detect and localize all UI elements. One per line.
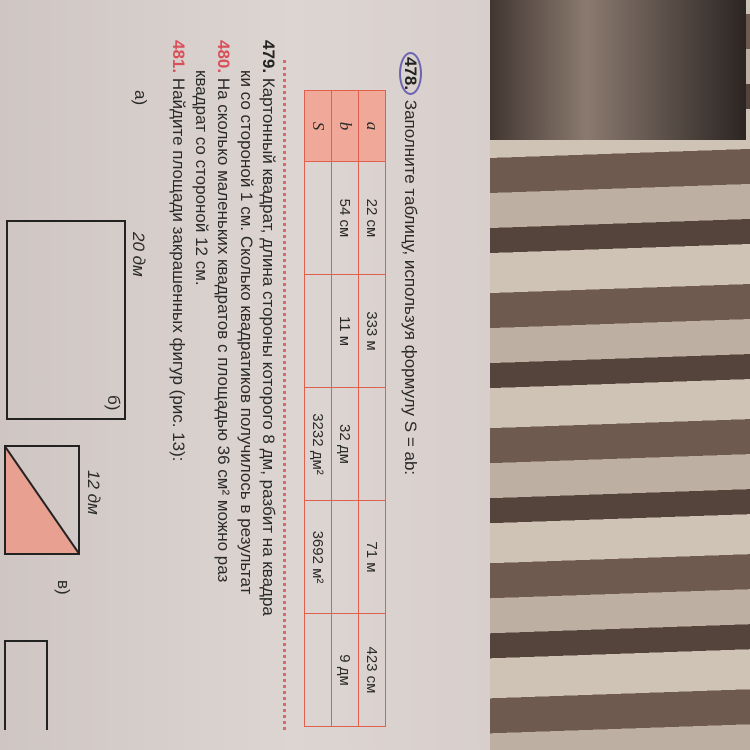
exercise-479-line1: 479. Картонный квадрат, длина стороны ко… xyxy=(258,40,278,616)
table-cell: 71 м xyxy=(358,500,386,614)
exercise-number: 478. xyxy=(399,52,422,96)
table-cell: 3692 м² xyxy=(304,500,332,614)
table-row: b 54 см 11 м 32 дм 9 дм xyxy=(331,90,359,727)
table-row: S 3232 дм² 3692 м² xyxy=(304,90,332,727)
figure-b-label: б) xyxy=(104,395,123,411)
table-cell xyxy=(304,613,332,727)
exercise-480-line2: квадрат со стороной 12 см. xyxy=(192,70,211,286)
table-cell xyxy=(304,274,332,388)
table-cell: 22 см xyxy=(358,161,386,275)
row-label: a xyxy=(358,90,386,162)
table-cell: 11 м xyxy=(331,274,359,388)
exercise-text: Картонный квадрат, длина стороны которог… xyxy=(259,77,278,616)
exercise-480-line1: 480. На сколько маленьких квадратов с пл… xyxy=(213,40,233,582)
table-cell: 9 дм xyxy=(331,613,359,727)
exercise-481: 481. Найдите площади закрашенных фигур (… xyxy=(168,40,188,462)
table-cell xyxy=(304,161,332,275)
table-cell: 333 м xyxy=(358,274,386,388)
figure-b-square xyxy=(4,445,80,555)
table-cell: 32 дм xyxy=(331,387,359,501)
exercise-text: На сколько маленьких квадратов с площадь… xyxy=(214,77,233,583)
exercise-number: 479. xyxy=(259,40,278,74)
textbook-page: 478. Заполните таблицу, используя формул… xyxy=(0,0,490,750)
exercise-479-line2: ки со стороной 1 см. Сколько квадратиков… xyxy=(237,70,256,595)
exercise-478: 478. Заполните таблицу, используя формул… xyxy=(399,52,422,476)
figure-v-label: в) xyxy=(54,580,73,595)
table-cell: 3232 дм² xyxy=(304,387,332,501)
fill-table: a 22 см 333 м 71 м 423 см b 54 см 11 м 3… xyxy=(304,90,386,727)
figure-a-label: а) xyxy=(131,90,150,106)
table-cell xyxy=(358,387,386,501)
exercise-number: 480. xyxy=(214,40,233,74)
exercise-number: 481. xyxy=(169,40,188,74)
table-row: a 22 см 333 м 71 м 423 см xyxy=(358,90,386,727)
table-cell xyxy=(331,500,359,614)
figure-a-rectangle xyxy=(6,220,126,420)
table-cell: 423 см xyxy=(358,613,386,727)
table-cell: 54 см xyxy=(331,161,359,275)
row-label: S xyxy=(304,90,332,162)
exercise-text: Заполните таблицу, используя формулу S =… xyxy=(401,99,420,476)
figure-v-shape xyxy=(4,640,48,730)
dotted-divider xyxy=(283,60,286,730)
square-outline xyxy=(4,445,80,555)
exercise-text: Найдите площади закрашенных фигур (рис. … xyxy=(169,77,188,462)
figure-a-dimension: 20 дм xyxy=(129,232,148,277)
rotated-page-content: 478. Заполните таблицу, используя формул… xyxy=(4,40,422,730)
row-label: b xyxy=(331,90,359,162)
figure-b-dimension: 12 дм xyxy=(84,470,103,515)
background-carpet xyxy=(480,0,746,140)
diagonal-line xyxy=(4,445,80,555)
